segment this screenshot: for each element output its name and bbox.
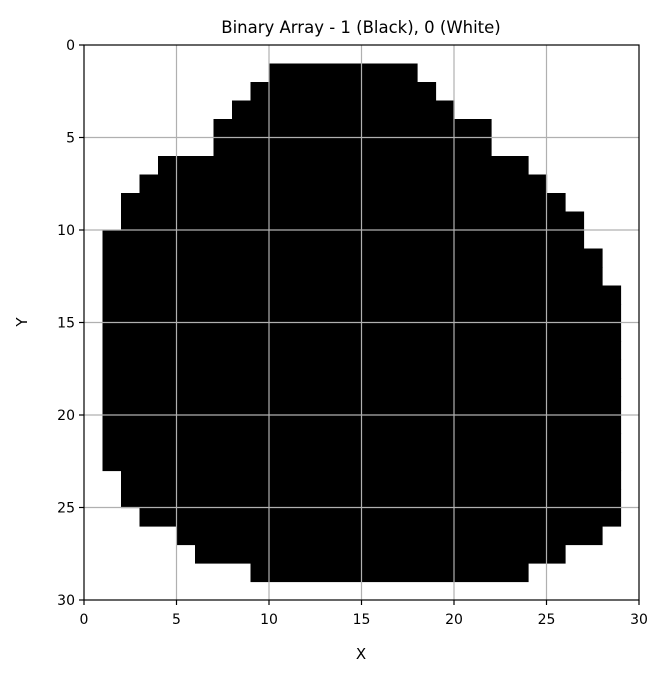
y-tick-label-15: 15 — [57, 316, 75, 332]
cell-row-28 — [250, 563, 529, 583]
cell-row-3 — [232, 100, 455, 120]
cell-row-11 — [102, 248, 603, 268]
cell-row-9 — [121, 211, 585, 231]
cell-row-24 — [121, 489, 622, 509]
y-tick-label-5: 5 — [66, 131, 75, 147]
x-tick-label-5: 5 — [172, 612, 181, 628]
cell-row-25 — [139, 507, 622, 527]
cell-row-4 — [213, 119, 492, 139]
cell-row-10 — [102, 230, 585, 250]
x-tick-label-10: 10 — [260, 612, 278, 628]
y-tick-label-20: 20 — [57, 408, 75, 424]
plot-area: 0 5 10 15 20 25 30 0 5 10 15 20 25 30 — [57, 38, 648, 628]
cell-row-8 — [121, 193, 566, 213]
cell-row-7 — [139, 174, 548, 194]
cell-row-26 — [176, 526, 603, 546]
x-axis-label: X — [356, 645, 366, 663]
cell-row-27 — [195, 544, 566, 564]
x-tick-label-0: 0 — [80, 612, 89, 628]
y-tick-label-25: 25 — [57, 501, 75, 517]
y-tick-label-30: 30 — [57, 593, 75, 609]
x-tick-label-30: 30 — [630, 612, 648, 628]
cell-row-5 — [213, 137, 492, 157]
cell-row-1 — [269, 63, 418, 83]
cell-row-23 — [121, 470, 622, 490]
x-tick-label-20: 20 — [445, 612, 463, 628]
cell-row-2 — [250, 82, 437, 102]
y-tick-label-0: 0 — [66, 38, 75, 54]
cell-row-6 — [158, 156, 529, 176]
y-tick-label-10: 10 — [57, 223, 75, 239]
chart-title: Binary Array - 1 (Black), 0 (White) — [221, 18, 501, 37]
cell-row-12 — [102, 267, 603, 287]
x-tick-label-15: 15 — [353, 612, 371, 628]
y-axis-label: Y — [13, 317, 31, 328]
x-tick-label-25: 25 — [538, 612, 556, 628]
